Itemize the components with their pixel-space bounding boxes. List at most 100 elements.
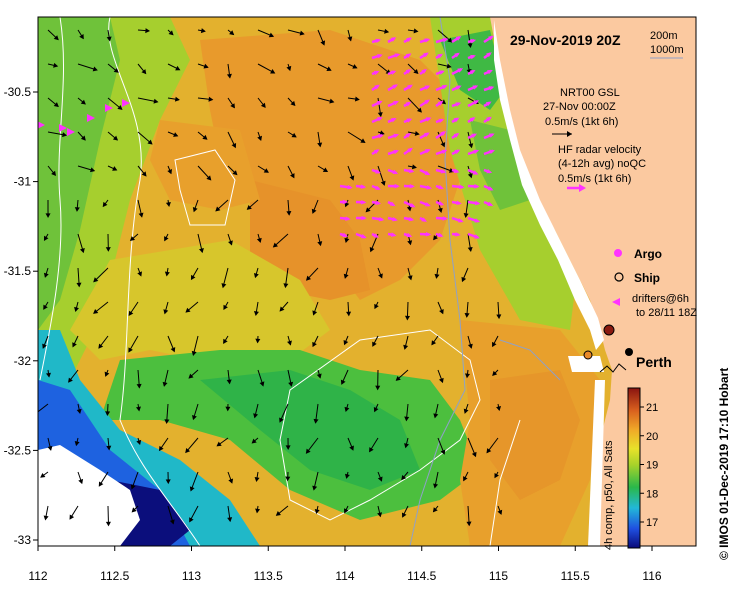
colorbar-tick-label: 17 <box>646 517 658 529</box>
hf-radar-arrowhead <box>488 86 495 91</box>
hf-radar-arrowhead <box>393 101 399 106</box>
y-tick-label: -31 <box>14 175 32 189</box>
hf-legend-scale: 0.5m/s (1kt 6h) <box>558 173 631 185</box>
model-current-arrowhead <box>311 208 317 214</box>
model-current-arrowhead <box>440 449 446 455</box>
hf-radar-arrowhead <box>438 184 444 190</box>
model-current-arrowhead <box>200 28 206 34</box>
model-current-arrowhead <box>189 517 194 523</box>
model-current-arrowhead <box>279 417 284 423</box>
x-tick-label: 114 <box>335 569 354 583</box>
model-current-arrowhead <box>80 135 86 141</box>
model-current-arrowhead <box>286 65 292 72</box>
model-current-arrowhead <box>113 67 119 73</box>
model-current-arrowhead <box>349 175 355 181</box>
model-current-arrowhead <box>167 169 172 175</box>
hf-radar-arrowhead <box>409 202 416 208</box>
hf-radar-arrowhead <box>405 69 412 74</box>
drifter-track-point <box>38 121 45 129</box>
model-current-arrowhead <box>494 472 499 479</box>
hf-radar-arrowhead <box>405 53 412 59</box>
model-current-arrow <box>38 403 49 413</box>
model-current-arrowhead <box>98 343 104 349</box>
model-current-arrowhead <box>227 517 233 523</box>
hf-radar-arrowhead <box>394 53 401 58</box>
model-current-arrowhead <box>346 311 352 317</box>
hf-radar-arrowhead <box>472 85 479 90</box>
hf-radar-arrowhead <box>437 53 444 59</box>
model-current-arrowhead <box>203 63 209 69</box>
x-tick-label: 112.5 <box>100 569 129 583</box>
hf-radar-arrowhead <box>453 117 460 123</box>
model-current-arrowhead <box>92 66 98 72</box>
drifters-label-1: drifters@6h <box>632 293 689 305</box>
model-current-arrowhead <box>270 69 276 74</box>
hf-radar-arrowhead <box>487 201 494 206</box>
model-current-arrowhead <box>268 32 275 38</box>
hf-radar-arrowhead <box>392 84 399 89</box>
hf-radar-arrowhead <box>390 232 397 237</box>
model-current-arrowhead <box>43 235 49 242</box>
model-current-arrowhead <box>275 511 281 516</box>
y-tick-label: -33 <box>14 533 32 547</box>
hf-radar-arrowhead <box>487 186 494 191</box>
model-current-arrowhead <box>188 373 194 379</box>
hf-radar-arrowhead <box>489 149 496 154</box>
model-current-arrowhead <box>377 512 383 518</box>
model-current-arrowhead <box>407 240 413 246</box>
model-current-arrowhead <box>344 406 350 413</box>
drifter-track-point <box>59 124 67 132</box>
model-current-arrowhead <box>299 30 305 36</box>
model-current-arrowhead <box>434 273 440 279</box>
model-current-arrowhead <box>467 246 473 252</box>
model-current-arrowhead <box>369 447 374 453</box>
model-current-arrowhead <box>229 30 235 36</box>
model-current-arrowhead <box>93 309 99 314</box>
ship-symbol <box>614 272 624 282</box>
hf-radar-arrowhead <box>441 149 448 154</box>
hf-radar-arrowhead <box>474 184 480 189</box>
model-current-arrowhead <box>76 408 82 414</box>
model-current-arrowhead <box>190 274 196 281</box>
model-current-arrowhead <box>226 73 232 79</box>
model-current-arrowhead <box>43 304 48 310</box>
model-current-arrowhead <box>414 130 420 136</box>
model-current-arrowhead <box>246 204 252 210</box>
model-current-arrowhead <box>413 69 419 75</box>
model-current-arrowhead <box>365 207 371 213</box>
model-current-arrowhead <box>185 307 191 313</box>
hf-radar-arrowhead <box>441 85 448 90</box>
hf-radar-arrows <box>38 35 496 239</box>
model-current-arrowhead <box>322 167 329 173</box>
model-current-arrowhead <box>162 381 168 387</box>
model-current-arrowhead <box>347 36 353 42</box>
model-current-arrowhead <box>169 519 175 525</box>
model-current-arrowhead <box>464 313 470 318</box>
sea-surface-temperature-field <box>38 17 696 546</box>
model-current-arrowhead <box>45 372 51 378</box>
hf-legend-arrow <box>567 184 586 192</box>
model-current-arrowhead <box>170 347 176 353</box>
model-current-arrowhead <box>228 478 234 484</box>
model-current-arrowhead <box>317 142 323 148</box>
model-current-arrowhead <box>433 483 439 489</box>
model-current-arrowhead <box>401 512 407 518</box>
model-current-arrowhead <box>223 338 228 345</box>
hf-radar-arrowhead <box>392 216 398 222</box>
hf-radar-arrowhead <box>389 201 396 207</box>
model-current-arrowhead <box>112 166 118 171</box>
hf-radar-arrowhead <box>470 54 476 60</box>
hf-radar-arrowhead <box>421 217 428 222</box>
model-current-arrowhead <box>112 135 119 141</box>
depth-legend-200m: 200m <box>650 30 678 42</box>
hf-radar-arrowhead <box>345 216 351 221</box>
model-current-arrowhead <box>102 201 108 208</box>
hf-radar-arrowhead <box>375 169 381 174</box>
model-current-arrowhead <box>42 343 47 349</box>
hf-radar-arrowhead <box>424 85 431 90</box>
model-current-arrowhead <box>272 242 278 248</box>
model-current-arrowhead <box>349 445 354 451</box>
model-current-arrowhead <box>74 207 80 212</box>
hf-radar-arrowhead <box>342 199 349 205</box>
model-current-arrowhead <box>43 515 49 521</box>
